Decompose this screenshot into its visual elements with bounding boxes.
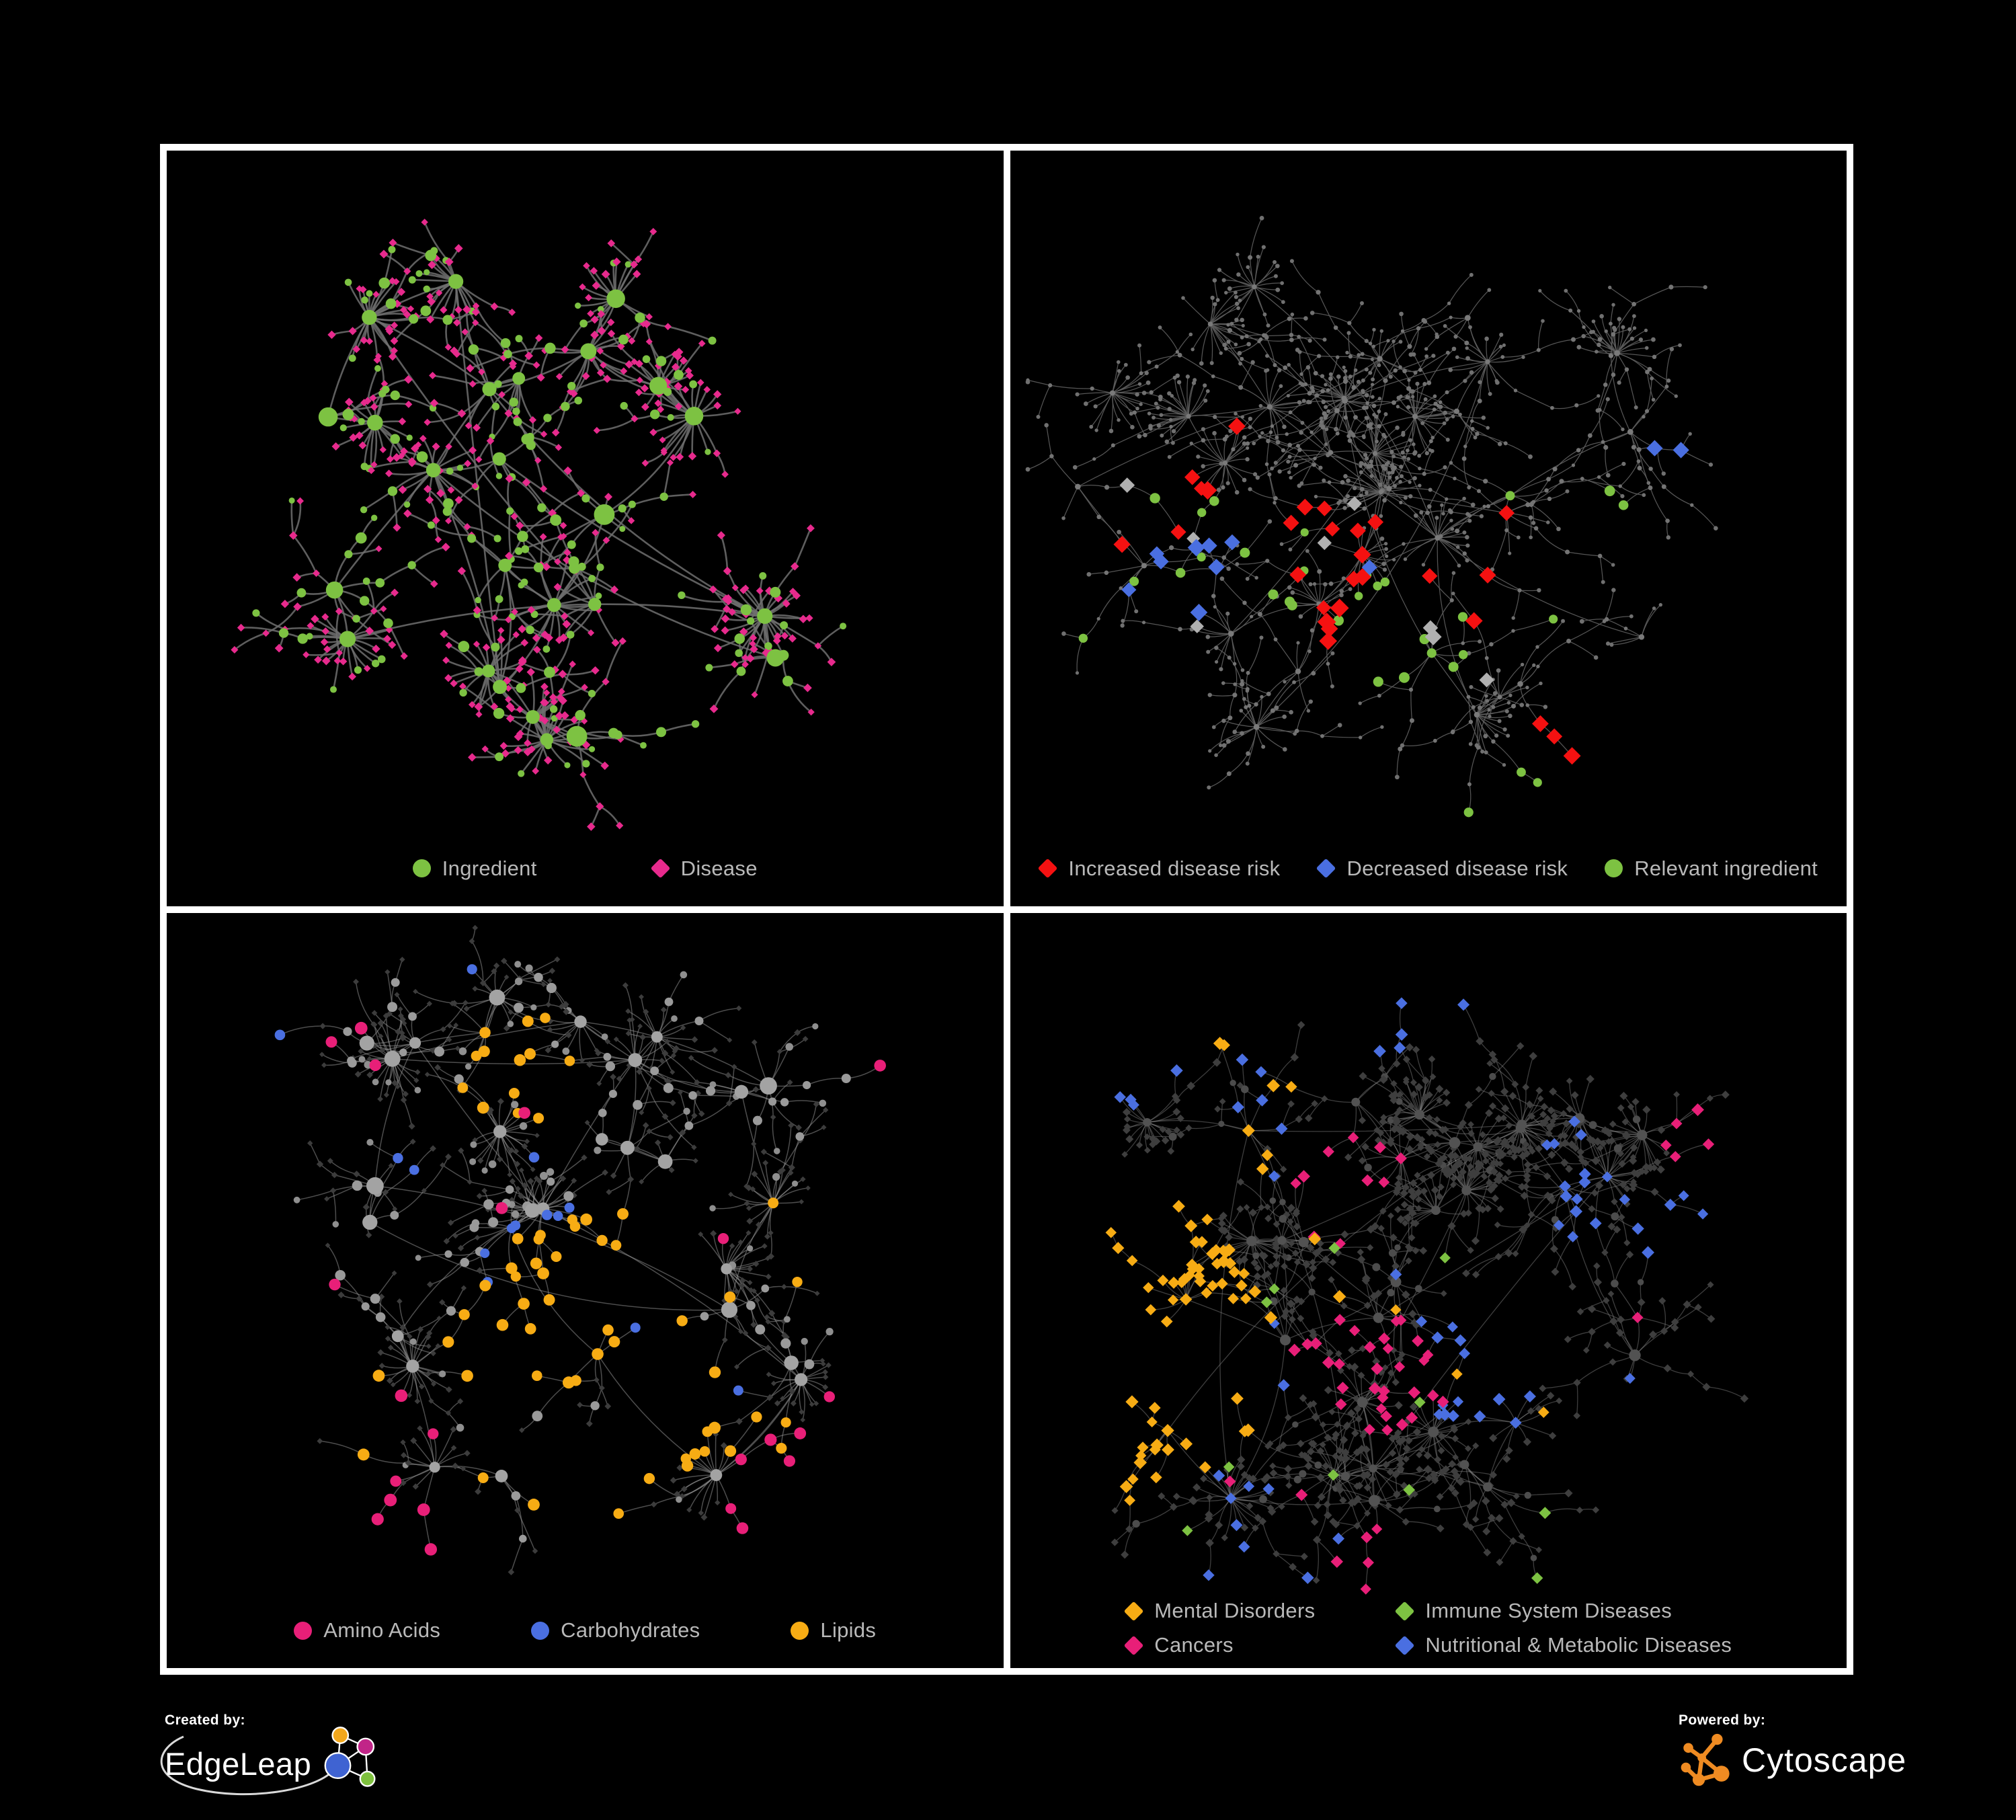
legend-disease-risk-network: Increased disease risk Decreased disease … — [1010, 857, 1847, 881]
legend-item-amino-acids: Amino Acids — [294, 1618, 440, 1643]
nodes-layer — [1025, 215, 1718, 818]
legend-label: Mental Disorders — [1154, 1599, 1316, 1622]
legend-item-carbohydrates: Carbohydrates — [531, 1618, 700, 1643]
nodes-layer — [1105, 996, 1748, 1595]
legend-label: Relevant ingredient — [1634, 856, 1818, 880]
legend-label: Amino Acids — [323, 1618, 441, 1642]
legend-item-immune-system-diseases: Immune System Diseases — [1395, 1599, 1732, 1623]
created-by-label: Created by: — [165, 1712, 245, 1728]
legend-label: Lipids — [820, 1618, 877, 1642]
cytoscape-wordmark: Cytoscape — [1742, 1741, 1907, 1779]
circle-marker-icon — [791, 1621, 809, 1640]
diamond-marker-icon — [1123, 1601, 1144, 1621]
legend-item-decreased-disease-risk: Decreased disease risk — [1316, 856, 1568, 881]
legend-label: Ingredient — [442, 856, 537, 880]
diamond-marker-icon — [650, 858, 670, 879]
edgeleap-wordmark: EdgeLeap — [165, 1745, 312, 1782]
legend-ingredient-disease-network: Ingredient Disease — [167, 857, 1004, 881]
legend-label: Disease — [680, 856, 758, 880]
legend-macronutrient-network: Amino Acids Carbohydrates Lipids — [167, 1618, 1004, 1643]
cytoscape-logo-icon — [1681, 1733, 1730, 1786]
network-ingredient-disease — [231, 219, 847, 831]
legend-item-lipids: Lipids — [791, 1618, 876, 1643]
network-disease-risk — [1025, 215, 1718, 818]
diamond-marker-icon — [1123, 1635, 1144, 1655]
legend-label: Cancers — [1154, 1633, 1234, 1657]
circle-marker-icon — [1605, 859, 1623, 877]
diamond-marker-icon — [1395, 1601, 1415, 1621]
created-by-block: Created by: EdgeLeap — [160, 1712, 383, 1796]
nodes-layer — [274, 924, 886, 1575]
circle-marker-icon — [531, 1621, 550, 1640]
panel-disease-category-network: Mental Disorders Immune System Diseases Ca… — [1010, 912, 1847, 1668]
legend-item-nutritional-metabolic-diseases: Nutritional & Metabolic Diseases — [1395, 1633, 1732, 1657]
diamond-marker-icon — [1316, 858, 1336, 879]
legend-item-cancers: Cancers — [1123, 1633, 1315, 1657]
legend-item-ingredient: Ingredient — [412, 856, 537, 881]
circle-marker-icon — [294, 1621, 313, 1640]
legend-item-disease: Disease — [650, 856, 758, 881]
network-macronutrients — [274, 924, 886, 1575]
legend-label: Decreased disease risk — [1346, 856, 1568, 880]
legend-disease-category-network: Mental Disorders Immune System Diseases Ca… — [1010, 1599, 1847, 1657]
panel-macronutrient-network: Amino Acids Carbohydrates Lipids — [167, 912, 1004, 1668]
legend-item-mental-disorders: Mental Disorders — [1123, 1599, 1316, 1623]
network-disease-categories — [1105, 996, 1748, 1595]
powered-by-block: Powered by: Cytoscape — [1679, 1712, 1906, 1789]
legend-item-increased-disease-risk: Increased disease risk — [1038, 856, 1281, 881]
panel-disease-risk-network: Increased disease risk Decreased disease … — [1010, 151, 1847, 906]
legend-label: Nutritional & Metabolic Diseases — [1425, 1633, 1732, 1657]
legend-label: Increased disease risk — [1068, 856, 1281, 880]
legend-item-relevant-ingredient: Relevant ingredient — [1605, 857, 1818, 881]
panel-ingredient-disease-network: Ingredient Disease — [167, 151, 1004, 906]
circle-marker-icon — [412, 859, 431, 877]
edgeleap-logo-icon — [324, 1727, 376, 1787]
nodes-layer — [231, 219, 847, 831]
legend-label: Immune System Diseases — [1425, 1599, 1672, 1622]
edges-layer — [233, 221, 844, 828]
legend-label: Carbohydrates — [561, 1618, 700, 1642]
panel-grid: Ingredient Disease Increased disease risk… — [160, 144, 1853, 1675]
diamond-marker-icon — [1395, 1635, 1415, 1655]
diamond-marker-icon — [1038, 858, 1058, 879]
powered-by-label: Powered by: — [1679, 1712, 1766, 1728]
